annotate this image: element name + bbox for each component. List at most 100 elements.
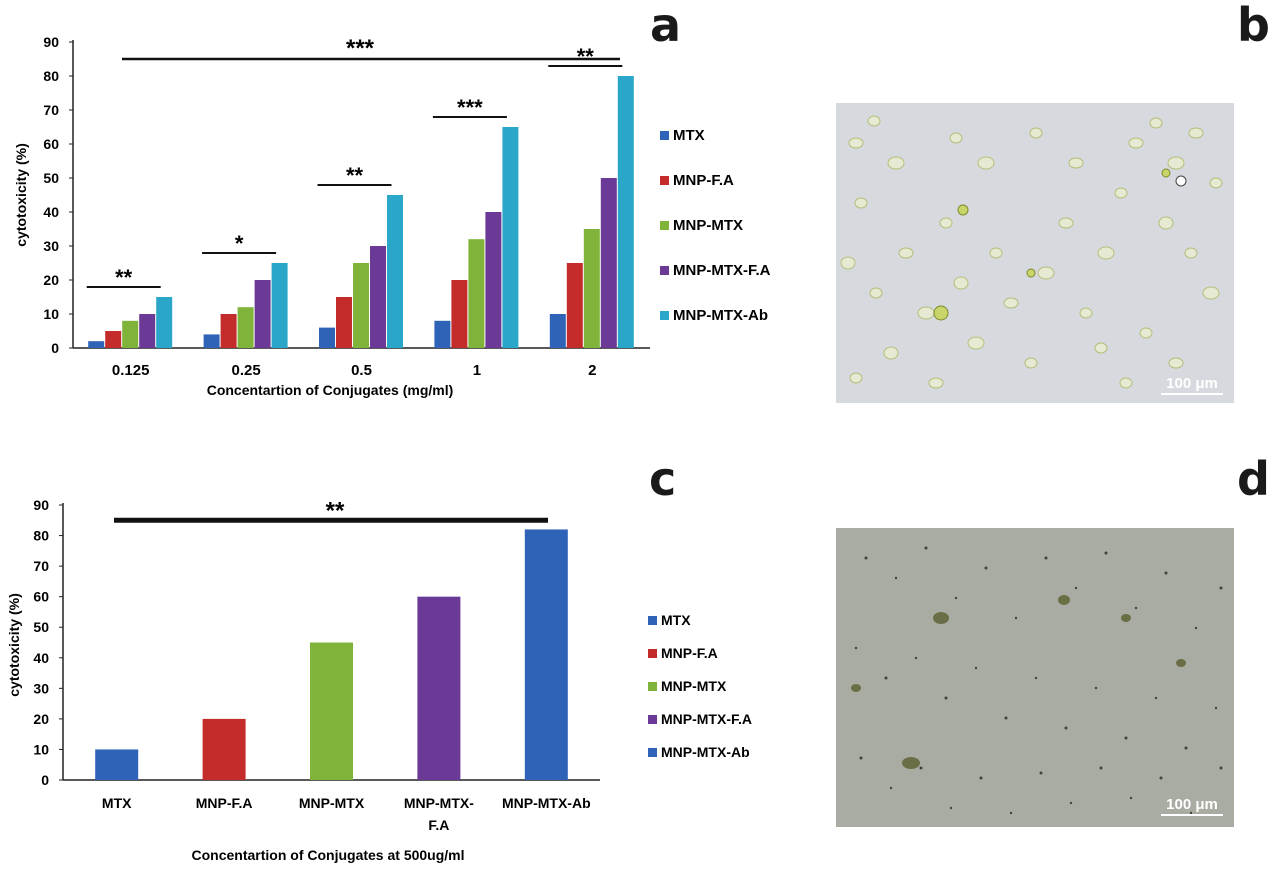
x-tick-label: MNP-F.A	[196, 795, 253, 811]
scale-label-d: 100 μm	[1166, 796, 1218, 813]
y-axis-title: cytotoxicity (%)	[6, 593, 22, 696]
bar-mnp-mtx-ab	[387, 195, 403, 348]
bar-mtx	[434, 320, 451, 348]
bar-mnp-mtx-f-a	[417, 596, 461, 780]
significance-label: ***	[457, 95, 483, 120]
bar-mnp-mtx-ab	[156, 297, 173, 348]
y-tick-label: 30	[33, 680, 49, 696]
legend-swatch	[648, 748, 657, 757]
y-axis-title: cytotoxicity (%)	[13, 143, 29, 246]
bar-mnp-f-a	[566, 263, 583, 348]
x-axis-title: Concentartion of Conjugates at 500ug/ml	[191, 847, 464, 863]
x-axis-title: Concentartion of Conjugates (mg/ml)	[207, 382, 454, 398]
legend-swatch	[660, 176, 669, 185]
bar-mtx	[549, 314, 566, 348]
x-tick-label: 0.125	[112, 362, 150, 379]
y-tick-label: 30	[43, 238, 59, 254]
cells-image	[840, 115, 1223, 389]
bar-mnp-f-a	[451, 280, 468, 348]
bar-mnp-mtx-ab	[502, 127, 519, 348]
y-tick-label: 40	[43, 204, 59, 220]
y-tick-label: 10	[33, 741, 49, 757]
bar-mtx	[319, 327, 335, 348]
legend-label: MNP-F.A	[673, 172, 734, 189]
legend-label: MNP-MTX	[673, 217, 743, 234]
bar-mnp-mtx-f-a	[370, 246, 386, 348]
significance-label: *	[235, 231, 244, 256]
y-tick-label: 20	[33, 711, 49, 727]
bar-mtx	[95, 749, 139, 780]
legend-swatch	[648, 715, 657, 724]
x-tick-label: 0.25	[231, 362, 260, 379]
legend-label: MNP-MTX-Ab	[673, 307, 768, 324]
bar-mnp-mtx-f-a	[139, 314, 156, 348]
y-tick-label: 90	[43, 34, 59, 50]
x-tick-label: 2	[588, 362, 596, 379]
bar-mnp-mtx-f-a	[600, 178, 617, 348]
legend-swatch	[648, 682, 657, 691]
bar-mnp-f-a	[220, 314, 237, 348]
bar-mnp-mtx-ab	[524, 529, 568, 780]
y-tick-label: 50	[33, 619, 49, 635]
y-tick-label: 70	[33, 558, 49, 574]
panel-label-a: a	[650, 0, 682, 52]
bar-mnp-mtx	[583, 229, 600, 348]
legend-label: MNP-MTX-Ab	[661, 744, 750, 760]
legend-label: MNP-MTX-F.A	[661, 711, 752, 727]
bar-mtx	[88, 341, 105, 348]
y-tick-label: 90	[33, 497, 49, 513]
panel-label-d: d	[1237, 452, 1270, 506]
chart-a: 0 10 20 30 40 50 60 70 80 90 0.125 0.25 0.5 1 2 Concent…	[13, 34, 771, 398]
legend-swatch	[660, 311, 669, 320]
y-tick-label: 60	[43, 136, 59, 152]
significance-overall-label: ***	[346, 35, 375, 62]
significance-overall-label: **	[326, 497, 345, 524]
bar-mnp-mtx	[237, 307, 254, 348]
y-tick-label: 50	[43, 170, 59, 186]
significance-label: **	[346, 163, 364, 188]
panel-label-b: b	[1237, 0, 1270, 52]
x-tick-label: MNP-MTX	[299, 795, 365, 811]
y-tick-label: 80	[33, 528, 49, 544]
y-tick-label: 0	[41, 772, 49, 788]
x-tick-label: 0.5	[351, 362, 372, 379]
micrograph-treated-cells: 100 μm	[836, 528, 1234, 827]
bar-mnp-mtx	[122, 320, 139, 348]
scale-bar-b	[1161, 393, 1223, 395]
legend-label: MTX	[661, 612, 691, 628]
x-tick-label: MNP-MTX-	[404, 795, 474, 811]
legend-swatch	[660, 221, 669, 230]
bar-mnp-mtx	[353, 263, 369, 348]
bar-mnp-f-a	[202, 718, 246, 780]
legend-label: MTX	[673, 127, 705, 144]
y-tick-label: 80	[43, 68, 59, 84]
y-tick-label: 70	[43, 102, 59, 118]
x-tick-label: MTX	[102, 795, 132, 811]
micrograph-cells: 100 μm	[836, 103, 1234, 403]
legend-swatch	[660, 266, 669, 275]
x-tick-label: F.A	[428, 817, 449, 833]
legend-label: MNP-F.A	[661, 645, 718, 661]
scale-bar-d	[1161, 814, 1223, 816]
treated-cells-image	[851, 546, 1223, 815]
legend-swatch	[648, 616, 657, 625]
bar-mnp-mtx	[310, 642, 353, 780]
bar-mnp-mtx-ab	[271, 263, 288, 348]
y-tick-label: 60	[33, 589, 49, 605]
bar-mnp-mtx	[468, 239, 485, 348]
panel-label-c: c	[649, 452, 677, 506]
legend-swatch	[660, 131, 669, 140]
bar-mnp-mtx-f-a	[485, 212, 502, 348]
legend-label: MNP-MTX	[661, 678, 727, 694]
legend-swatch	[648, 649, 657, 658]
x-tick-label: MNP-MTX-Ab	[502, 795, 591, 811]
bar-mtx	[203, 334, 220, 348]
bar-mnp-mtx-ab	[617, 76, 634, 348]
x-tick-label: 1	[473, 362, 481, 379]
bar-mnp-f-a	[336, 297, 352, 348]
y-tick-label: 40	[33, 650, 49, 666]
significance-label: **	[577, 44, 595, 69]
scale-label-b: 100 μm	[1166, 375, 1218, 392]
significance-label: **	[115, 265, 133, 290]
bar-mnp-mtx-f-a	[254, 280, 271, 348]
